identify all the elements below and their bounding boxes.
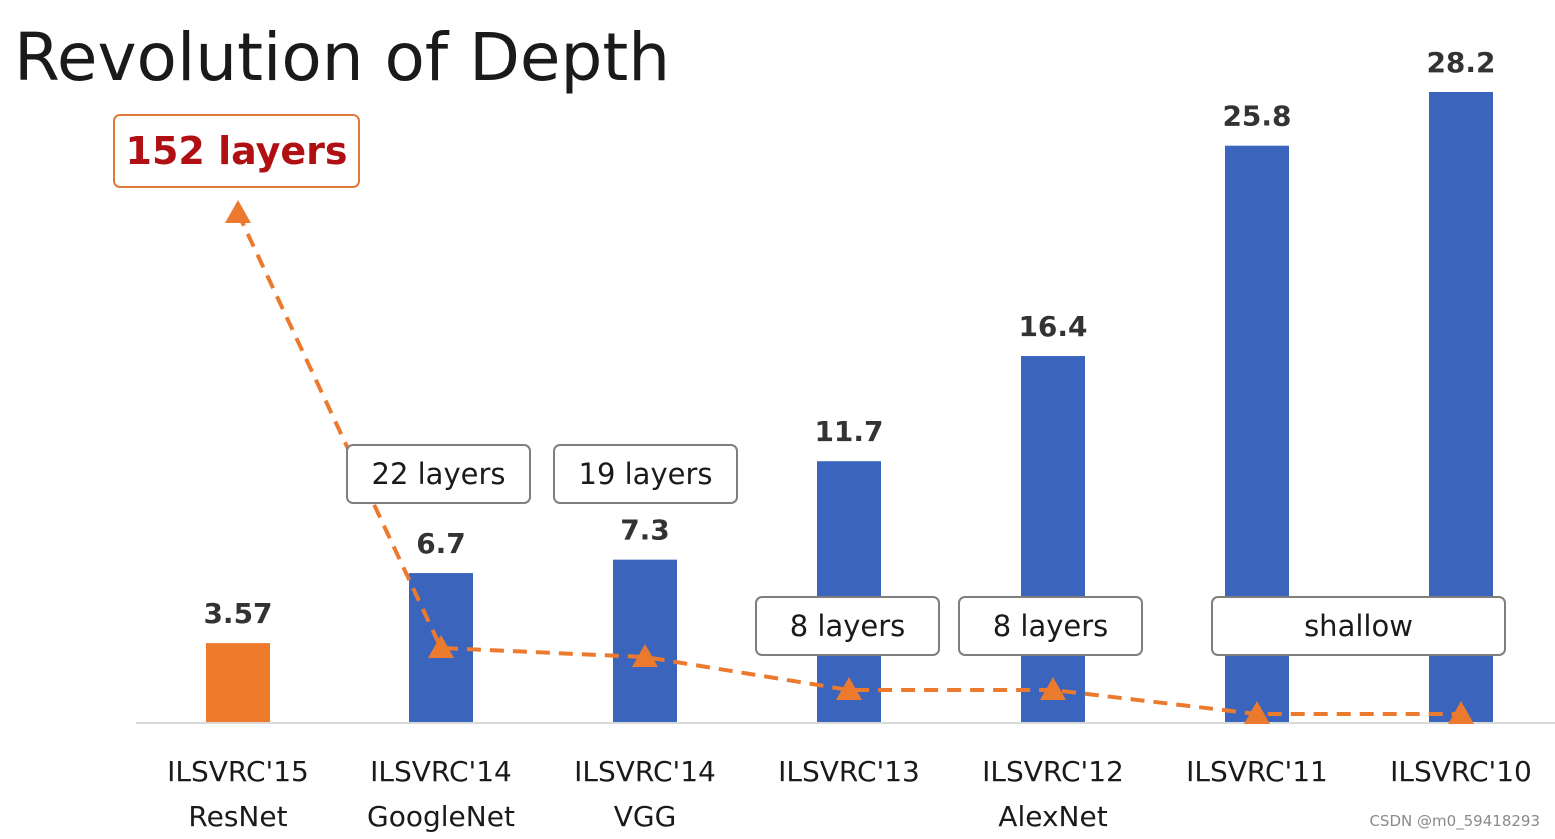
- depth-marker-1: [428, 635, 454, 658]
- category-label-0: ILSVRC'15: [167, 755, 309, 788]
- category-label-5: ILSVRC'11: [1186, 755, 1328, 788]
- category-label-2: ILSVRC'14: [574, 755, 716, 788]
- chart-title: Revolution of Depth: [14, 19, 670, 96]
- category-sublabel-2: VGG: [614, 800, 677, 833]
- depth-annotation-box-0: [113, 114, 360, 188]
- depth-annotation-4: 8 layers: [993, 609, 1109, 643]
- depth-annotation-box-1: [346, 444, 531, 504]
- depth-annotations-group: 152 layers 22 layers 19 layers 8 layers 8 la…: [113, 114, 1506, 656]
- depth-annotation-box-4: [958, 596, 1143, 656]
- value-label-3: 11.7: [814, 415, 883, 448]
- depth-marker-3: [836, 677, 862, 700]
- watermark: CSDN @m0_59418293: [1369, 812, 1540, 831]
- depth-marker-2: [632, 644, 658, 667]
- category-sublabel-4: AlexNet: [998, 800, 1107, 833]
- depth-marker-6: [1448, 701, 1474, 724]
- depth-marker-4: [1040, 677, 1066, 700]
- value-label-5: 25.8: [1222, 100, 1291, 133]
- depth-annotation-0: 152 layers: [126, 129, 348, 173]
- value-labels-group: 3.57 6.7 7.3 11.7 16.4 25.8 28.2: [203, 46, 1495, 630]
- depth-annotation-2: 19 layers: [579, 457, 713, 491]
- depth-annotation-3: 8 layers: [790, 609, 906, 643]
- depth-annotation-box-5: [1211, 596, 1506, 656]
- value-label-2: 7.3: [620, 514, 670, 547]
- depth-annotation-1: 22 layers: [372, 457, 506, 491]
- category-label-1: ILSVRC'14: [370, 755, 512, 788]
- value-label-1: 6.7: [416, 527, 466, 560]
- depth-annotation-box-2: [553, 444, 738, 504]
- category-label-3: ILSVRC'13: [778, 755, 920, 788]
- category-sublabel-0: ResNet: [188, 800, 287, 833]
- depth-line-group: [225, 200, 1474, 724]
- category-labels-group: ILSVRC'15 ResNet ILSVRC'14 GoogleNet ILSVRC'…: [167, 755, 1532, 833]
- value-label-4: 16.4: [1018, 310, 1087, 343]
- bar-0: [206, 643, 270, 723]
- depth-annotation-5: shallow: [1304, 609, 1413, 643]
- bar-4: [1021, 356, 1085, 723]
- bars-group: [206, 92, 1493, 723]
- category-sublabel-1: GoogleNet: [367, 800, 515, 833]
- category-label-4: ILSVRC'12: [982, 755, 1124, 788]
- depth-marker-0: [225, 200, 251, 223]
- category-label-6: ILSVRC'10: [1390, 755, 1532, 788]
- bar-2: [613, 559, 677, 723]
- value-label-0: 3.57: [203, 597, 272, 630]
- depth-annotation-box-3: [755, 596, 940, 656]
- depth-marker-5: [1244, 701, 1270, 724]
- value-label-6: 28.2: [1426, 46, 1495, 79]
